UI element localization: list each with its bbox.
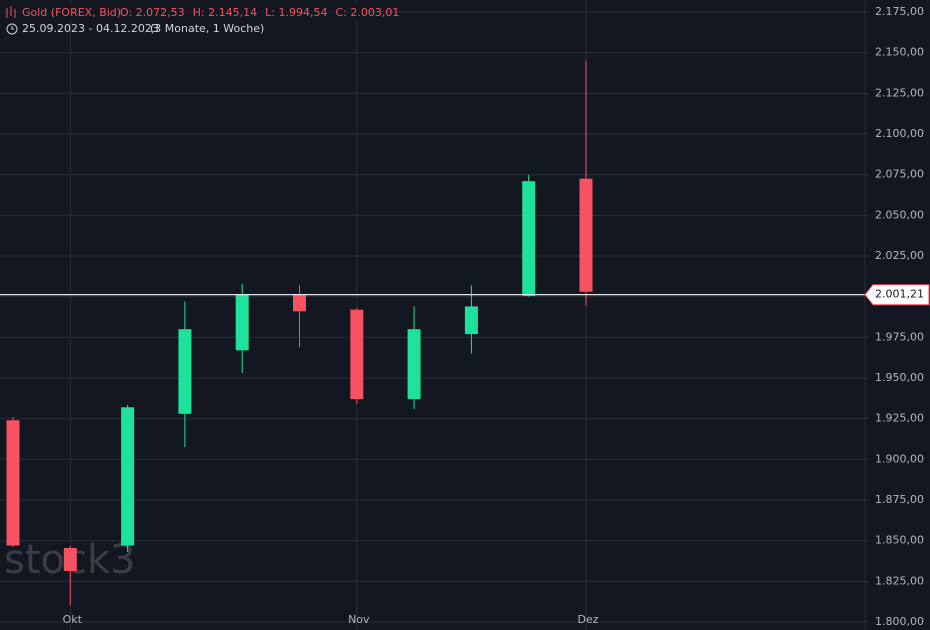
- ohlc-label: H: 2.145,14: [193, 6, 257, 19]
- y-tick-label: 2.125,00: [875, 86, 924, 99]
- candle-body: [350, 309, 364, 400]
- overlay: 2.001,21: [0, 284, 930, 306]
- y-tick-label: 1.850,00: [875, 534, 924, 547]
- header-bg: [0, 3, 366, 21]
- ohlc-label: L: 1.994,54: [265, 6, 327, 19]
- y-tick-label: 1.800,00: [875, 615, 924, 628]
- ohlc-labels: O: 2.072,53 H: 2.145,14 L: 1.994,54 C: 2.00…: [120, 6, 399, 19]
- y-tick-label: 1.900,00: [875, 452, 924, 465]
- y-tick-label: 1.925,00: [875, 412, 924, 425]
- y-tick-label: 2.075,00: [875, 168, 924, 181]
- candle-body: [464, 306, 478, 335]
- y-tick-label: 2.025,00: [875, 249, 924, 262]
- x-tick-label: Nov: [348, 613, 370, 626]
- candle-body: [178, 329, 192, 414]
- y-tick-label: 2.100,00: [875, 127, 924, 140]
- y-tick-label: 2.175,00: [875, 5, 924, 18]
- price-label-box: [864, 284, 930, 306]
- candles: [6, 60, 593, 605]
- y-tick-label: 2.050,00: [875, 208, 924, 221]
- ohlc-label: C: 2.003,01: [335, 6, 399, 19]
- candle-body: [235, 295, 249, 351]
- price-label: 2.001,21: [875, 288, 924, 301]
- clock-icon: [6, 23, 18, 35]
- duration: (3 Monate, 1 Woche): [150, 22, 264, 35]
- candle-body: [293, 295, 306, 312]
- candle-body: [6, 420, 20, 546]
- candle-body: [407, 329, 421, 400]
- candle-body: [579, 178, 593, 292]
- y-tick-label: 1.875,00: [875, 493, 924, 506]
- ohlc-label: O: 2.072,53: [120, 6, 185, 19]
- date-range: 25.09.2023 - 04.12.2023: [22, 22, 159, 35]
- candle-body: [63, 547, 77, 571]
- symbol: Gold (FOREX, Bid): [22, 6, 121, 19]
- x-tick-label: Dez: [577, 613, 598, 626]
- candle-body: [121, 407, 135, 546]
- y-tick-label: 1.975,00: [875, 330, 924, 343]
- y-tick-label: 1.950,00: [875, 371, 924, 384]
- y-tick-label: 1.825,00: [875, 574, 924, 587]
- header-icon: [6, 6, 16, 18]
- x-tick-label: Okt: [63, 613, 83, 626]
- y-tick-label: 2.150,00: [875, 46, 924, 59]
- candle-body: [522, 181, 536, 296]
- clock-hands: [11, 26, 14, 30]
